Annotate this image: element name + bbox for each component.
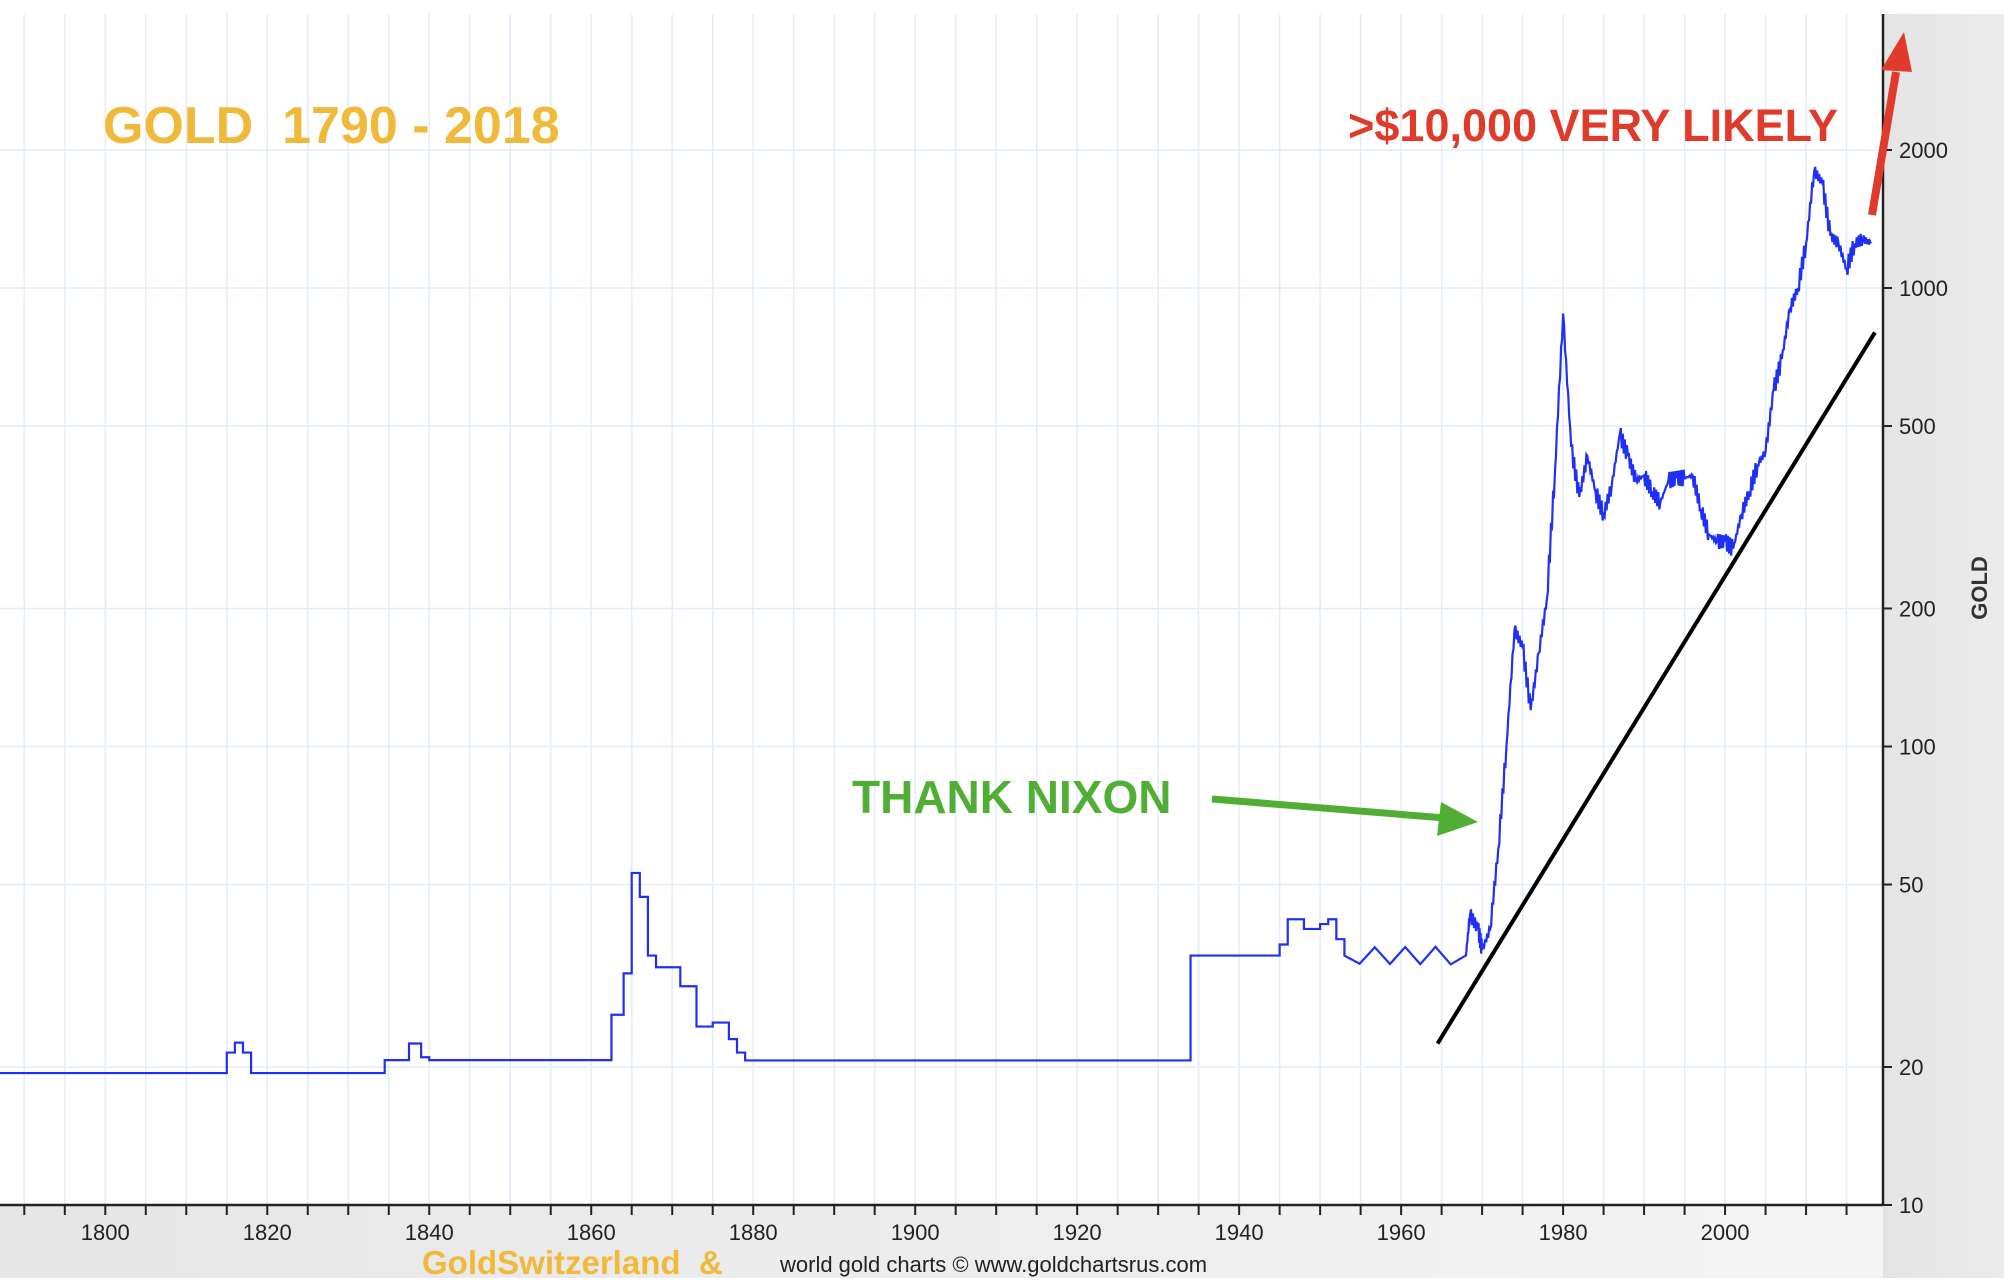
y-tick-label: 500	[1899, 414, 1936, 439]
gold-price-line	[0, 166, 1872, 1075]
axes: 10 20 50 100 200 500 1000 2000 1800 1820 1840 1860 1…	[0, 14, 1948, 1245]
x-tick-label: 1840	[405, 1220, 454, 1245]
annotation-thank-nixon: THANK NIXON	[852, 771, 1172, 823]
x-tick-label: 2000	[1701, 1220, 1750, 1245]
y-tick-label: 20	[1899, 1055, 1923, 1080]
x-tick-label: 1960	[1377, 1220, 1426, 1245]
gridlines	[0, 14, 1883, 1205]
x-tick-label: 1920	[1053, 1220, 1102, 1245]
green-arrow	[1211, 795, 1478, 836]
bottom-axis-panel	[0, 1205, 1883, 1278]
y-tick-label: 2000	[1899, 138, 1948, 163]
credit-text: world gold charts © www.goldchartsrus.co…	[780, 1252, 1208, 1277]
x-tick-label: 1940	[1215, 1220, 1264, 1245]
red-up-arrow	[1868, 32, 1912, 216]
y-tick-label: 1000	[1899, 276, 1948, 301]
x-tick-label: 1880	[729, 1220, 778, 1245]
x-tick-label: 1980	[1539, 1220, 1588, 1245]
x-tick-label: 1860	[567, 1220, 616, 1245]
brand-logo-text: GoldSwitzerland &	[422, 1244, 723, 1281]
y-tick-label: 200	[1899, 596, 1936, 621]
y-tick-label: 100	[1899, 735, 1936, 760]
chart-title: GOLD 1790 - 2018	[103, 97, 560, 155]
y-tick-label: 10	[1899, 1193, 1923, 1218]
annotation-10000-likely: >$10,000 VERY LIKELY	[1348, 100, 1838, 151]
right-axis-panel	[1883, 14, 2004, 1278]
trendline	[1435, 331, 1877, 1045]
x-tick-label: 1800	[81, 1220, 130, 1245]
x-tick-label: 1820	[243, 1220, 292, 1245]
y-tick-label: 50	[1899, 873, 1923, 898]
y-axis-label: GOLD	[1966, 556, 1992, 620]
x-tick-label: 1900	[891, 1220, 940, 1245]
